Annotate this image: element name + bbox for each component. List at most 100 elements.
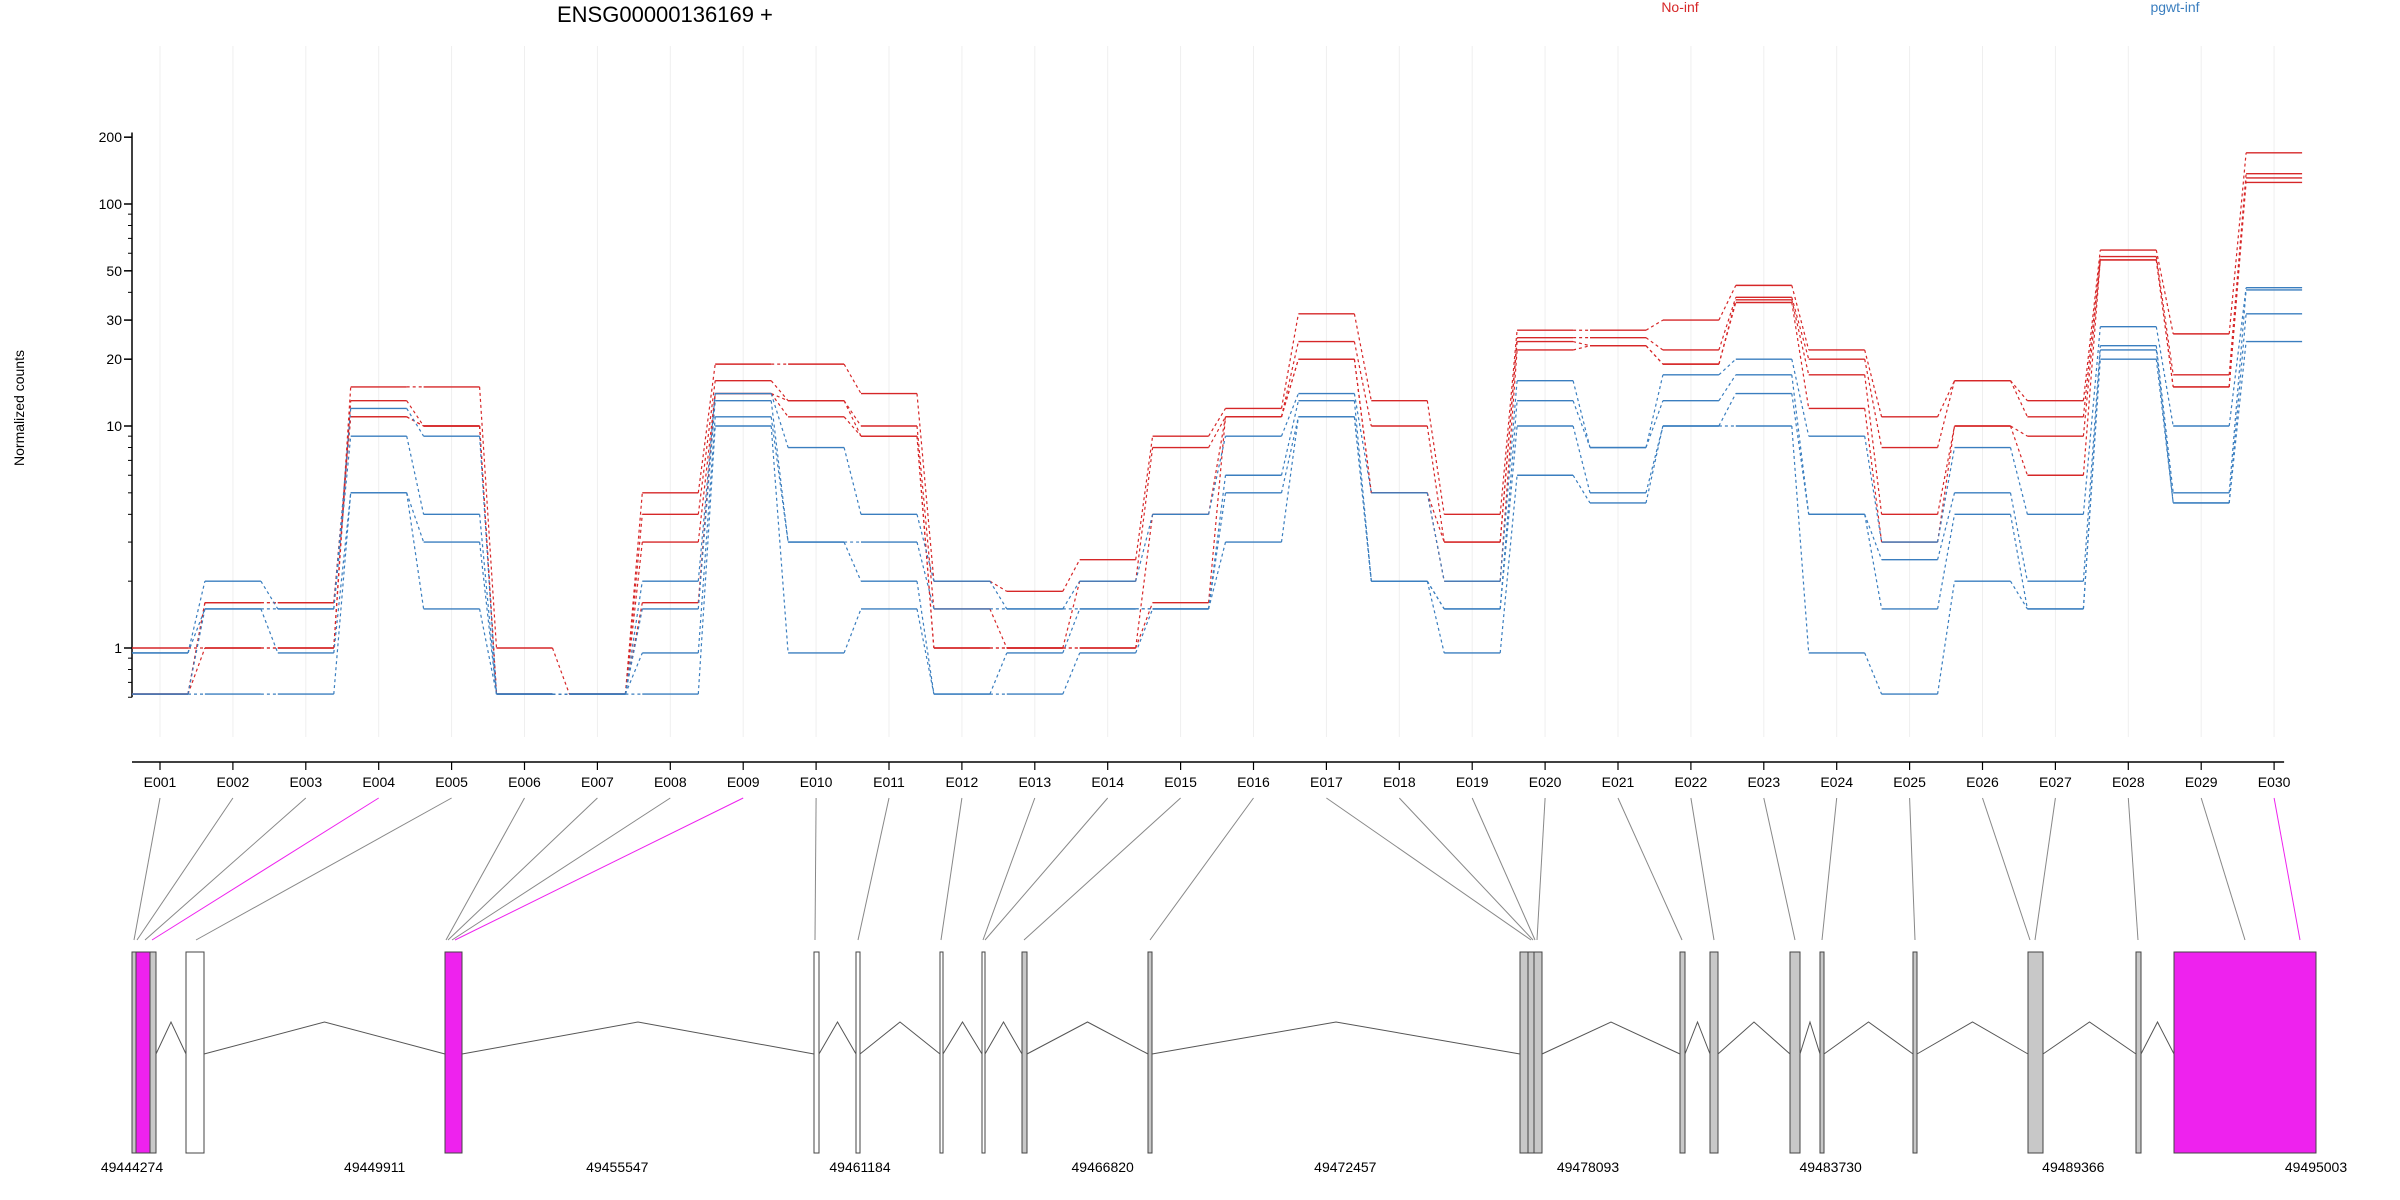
exon-connector [454,797,744,941]
series-transition [624,542,643,695]
series-transition [2228,182,2247,387]
series-transition [1718,302,1737,365]
exon-connector [984,797,1109,941]
series-transition [1937,581,1956,695]
x-tick-label: E006 [508,774,541,790]
series-transition [2082,326,2101,515]
series-transition [843,363,862,394]
series-transition [1426,492,1445,543]
series-No-inf [132,152,2303,695]
exon-box [1519,951,1529,1154]
series-transition [1864,349,1883,417]
exon-connector [133,797,161,941]
intron-line [1717,1021,1791,1055]
series-transition [1791,285,1810,351]
series-transition [1499,475,1518,654]
series-transition [2082,256,2101,417]
chart-title: ENSG00000136169 + [557,2,773,27]
exon-connector [1536,797,1546,941]
intron-line [859,1021,941,1055]
y-axis: 1 10 20 30 50 100 200 [99,129,133,698]
coordinate-label: 49478093 [1557,1159,1620,1175]
series-transition [1572,341,1591,347]
series-transition [1353,393,1372,493]
x-tick-label: E023 [1747,774,1780,790]
series-transition [1499,330,1518,515]
series-pgwt-inf [132,340,2303,695]
series-transition [1426,425,1445,543]
series-No-inf [132,181,2303,695]
exon-connector [447,797,598,941]
exon-box [135,951,151,1154]
coordinate-label: 49466820 [1072,1159,1135,1175]
series-transition [1426,400,1445,515]
series-transition [2009,380,2028,418]
series-transition [916,425,935,609]
series-transition [697,364,716,493]
series-transition [479,436,498,695]
series-transition [624,581,643,695]
exon-connector [136,797,234,941]
intron-line [1541,1021,1681,1055]
x-tick-label: E002 [217,774,250,790]
series-transition [1499,380,1518,582]
series-transition [843,400,862,437]
series-transition [1864,359,1883,448]
exon-box [855,951,861,1154]
exon-connectors [133,797,2301,941]
series-transition [1426,580,1445,610]
series-transition [1572,474,1591,504]
series-transition [1572,425,1591,493]
exon-connector [1763,797,1796,941]
series-transition [187,647,206,695]
series-transition [1645,425,1664,504]
series-transition [1280,400,1299,476]
series-transition [406,492,425,543]
series-transition [624,608,643,695]
series-transition [187,581,206,654]
x-tick-label: E017 [1310,774,1343,790]
series-transition [333,400,352,649]
coordinate-label: 49455547 [586,1159,649,1175]
x-tick-label: E003 [289,774,322,790]
exon-box [131,951,137,1154]
x-tick-label: E027 [2039,774,2072,790]
series-transition [406,436,425,515]
exon-box [444,951,463,1154]
x-tick-label: E001 [144,774,177,790]
series-transition [2009,514,2028,610]
series-transition [2082,250,2101,401]
exon-box [1147,951,1153,1154]
y-tick-label: 50 [106,263,122,279]
exon-connector [1471,797,1536,941]
x-tick-label: E021 [1602,774,1635,790]
series-transition [770,380,789,402]
exon-connector [1326,797,1532,941]
series-transition [406,492,425,609]
series-transition [1718,374,1737,402]
x-axis: E001 E002 E003 E004 E005 E006 E007 E008 E009 E010… [132,761,2291,790]
intron-line [1026,1021,1149,1055]
series-transition [260,580,279,610]
series-transition [1426,581,1445,654]
series-transition [1353,400,1372,582]
exon-connector [1982,797,2031,941]
series-transition [260,608,279,654]
coordinate-label: 49495003 [2285,1159,2348,1175]
series-transition [1208,541,1227,610]
series-transition [479,542,498,695]
series-transition [697,400,716,609]
series-transition [1208,492,1227,609]
series-transition [2010,380,2028,402]
series-transition [1208,416,1227,515]
series-transition [989,580,1008,592]
series-transition [1208,416,1227,603]
series-transition [1062,559,1081,592]
series-transition [1645,400,1664,448]
series-transition [697,393,716,582]
series-transition [2082,259,2101,476]
intron-line [1916,1021,2029,1055]
series-transition [2228,289,2247,493]
series-transition [2082,259,2101,437]
series-transition [1572,400,1591,448]
